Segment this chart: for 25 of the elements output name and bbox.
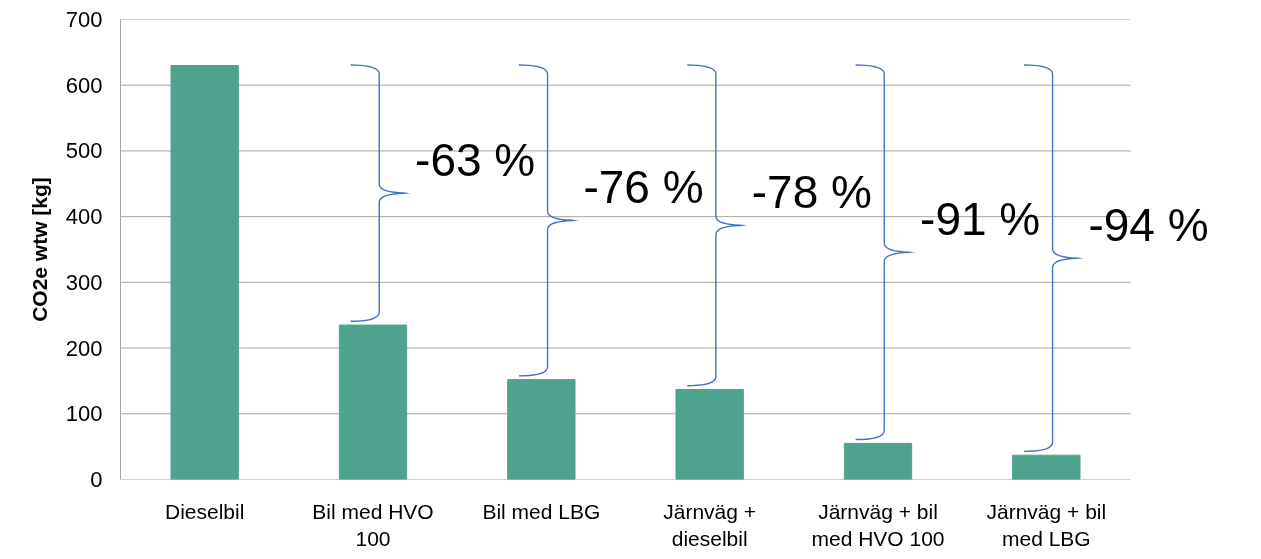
x-tick-label: Bil med LBG: [482, 499, 601, 523]
y-tick-label: 400: [65, 204, 103, 230]
y-tick-label: 600: [65, 72, 103, 98]
y-tick-label: 200: [65, 335, 103, 361]
x-tick-label: Bil med HVO 100: [312, 499, 434, 551]
bar: [1012, 454, 1081, 480]
bar: [843, 442, 913, 480]
bar: [170, 65, 239, 480]
y-tick-label: 0: [90, 467, 103, 492]
annotation: -78 %: [751, 165, 872, 218]
x-tick-label: Dieselbil: [164, 499, 245, 523]
y-tick-label: 700: [65, 7, 103, 32]
bar: [507, 379, 576, 480]
bar: [675, 388, 744, 480]
annotation: -91 %: [920, 192, 1041, 245]
annotation: -94 %: [1088, 198, 1209, 251]
x-tick-label: Järnväg + bil med LBG: [986, 499, 1107, 551]
y-axis-title: CO2e wtw [kg]: [27, 177, 51, 322]
x-tick-label: Järnväg + bil med HVO 100: [811, 499, 945, 551]
annotation: -63 %: [415, 133, 536, 186]
y-tick-label: 100: [65, 401, 103, 427]
x-tick-label: Järnväg + dieselbil: [663, 499, 757, 551]
annotation: -76 %: [583, 160, 704, 213]
y-tick-label: 300: [65, 269, 103, 295]
y-tick-label: 500: [65, 138, 103, 164]
